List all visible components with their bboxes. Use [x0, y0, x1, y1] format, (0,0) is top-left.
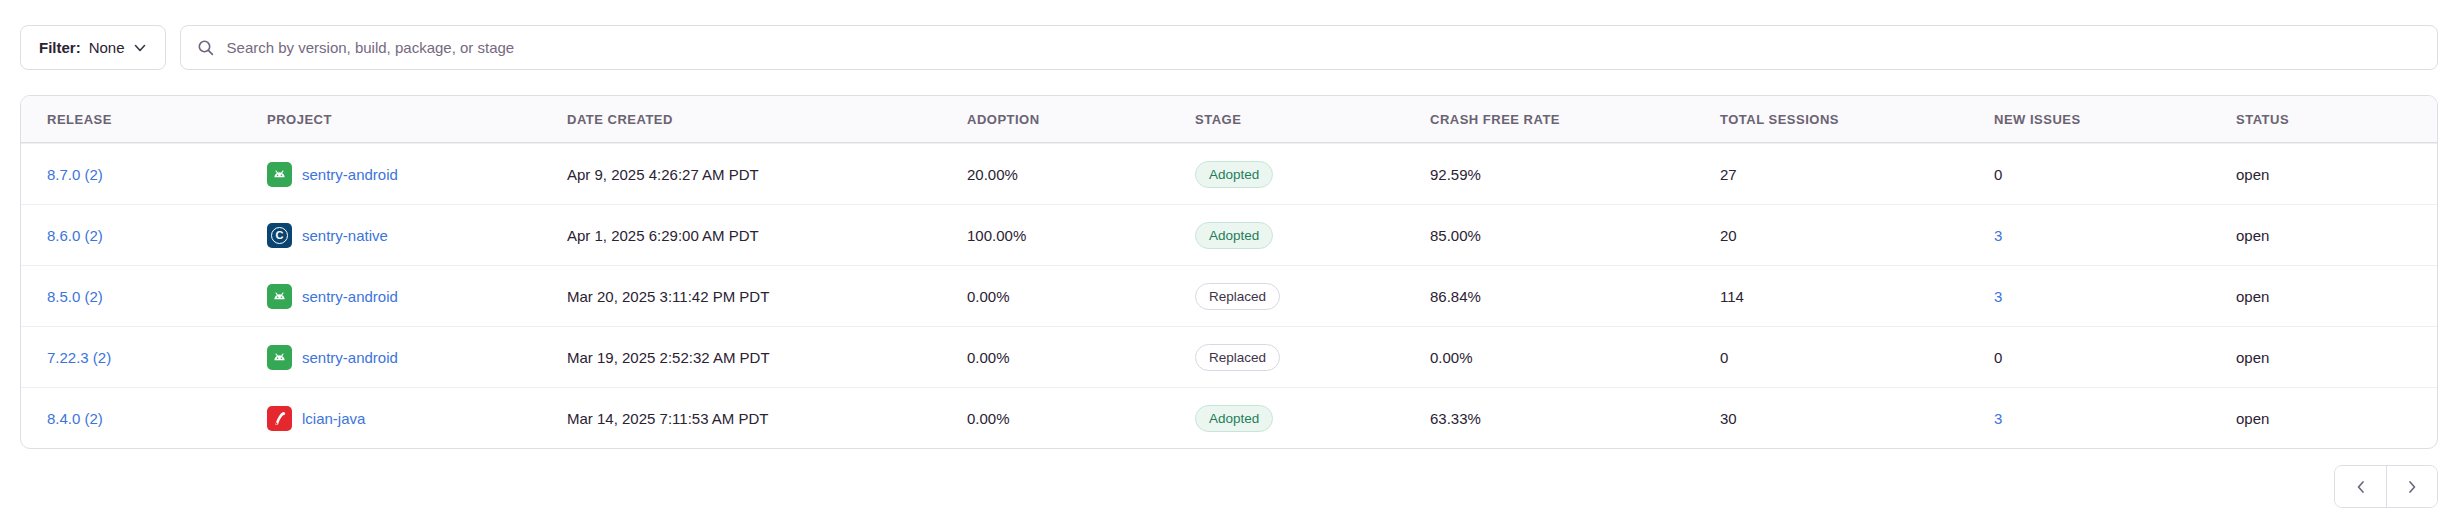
- table-row: 7.22.3 (2) sentry-android Mar 19, 2025 2…: [21, 326, 2437, 387]
- toolbar: Filter: None: [20, 25, 2438, 70]
- project-link[interactable]: sentry-android: [267, 284, 398, 309]
- total-sessions-value: 27: [1694, 166, 1968, 183]
- project-link[interactable]: sentry-android: [267, 162, 398, 187]
- project-link[interactable]: sentry-android: [267, 345, 398, 370]
- date-created: Apr 1, 2025 6:29:00 AM PDT: [541, 227, 941, 244]
- crash-free-rate-value: 86.84%: [1404, 288, 1694, 305]
- column-header-stage: Stage: [1169, 112, 1404, 127]
- status-value: open: [2210, 288, 2437, 305]
- new-issues-count: 0: [1994, 349, 2002, 366]
- column-header-release: Release: [21, 112, 241, 127]
- total-sessions-value: 30: [1694, 410, 1968, 427]
- new-issues-link[interactable]: 3: [1994, 288, 2002, 305]
- column-header-crash-free-rate: Crash Free Rate: [1404, 112, 1694, 127]
- column-header-status: Status: [2210, 112, 2437, 127]
- filter-label: Filter:: [39, 39, 81, 56]
- chevron-down-icon: [133, 41, 147, 55]
- project-name: sentry-native: [302, 227, 388, 244]
- java-icon: [267, 406, 292, 431]
- new-issues-link[interactable]: 3: [1994, 227, 2002, 244]
- android-icon: [267, 345, 292, 370]
- crash-free-rate-value: 85.00%: [1404, 227, 1694, 244]
- release-link[interactable]: 8.7.0 (2): [47, 166, 103, 183]
- project-name: lcian-java: [302, 410, 365, 427]
- new-issues-count: 0: [1994, 166, 2002, 183]
- search-bar: [180, 25, 2438, 70]
- status-value: open: [2210, 166, 2437, 183]
- stage-badge: Replaced: [1195, 344, 1280, 371]
- date-created: Mar 19, 2025 2:52:32 AM PDT: [541, 349, 941, 366]
- column-header-date-created: Date Created: [541, 112, 941, 127]
- adoption-value: 100.00%: [941, 227, 1169, 244]
- releases-table: Release Project Date Created Adoption St…: [20, 95, 2438, 449]
- new-issues-link[interactable]: 3: [1994, 410, 2002, 427]
- date-created: Apr 9, 2025 4:26:27 AM PDT: [541, 166, 941, 183]
- project-name: sentry-android: [302, 288, 398, 305]
- release-link[interactable]: 8.4.0 (2): [47, 410, 103, 427]
- adoption-value: 0.00%: [941, 410, 1169, 427]
- search-icon: [197, 39, 215, 57]
- stage-badge: Replaced: [1195, 283, 1280, 310]
- android-icon: [267, 162, 292, 187]
- project-name: sentry-android: [302, 166, 398, 183]
- table-row: 8.4.0 (2) lcian-java Mar 14, 2025 7:11:5…: [21, 387, 2437, 448]
- project-name: sentry-android: [302, 349, 398, 366]
- release-link[interactable]: 8.6.0 (2): [47, 227, 103, 244]
- crash-free-rate-value: 0.00%: [1404, 349, 1694, 366]
- c-language-icon: C: [267, 223, 292, 248]
- release-link[interactable]: 7.22.3 (2): [47, 349, 111, 366]
- status-value: open: [2210, 349, 2437, 366]
- column-header-new-issues: New Issues: [1968, 112, 2210, 127]
- date-created: Mar 14, 2025 7:11:53 AM PDT: [541, 410, 941, 427]
- release-link[interactable]: 8.5.0 (2): [47, 288, 103, 305]
- chevron-right-icon: [2404, 479, 2420, 495]
- table-header-row: Release Project Date Created Adoption St…: [21, 96, 2437, 143]
- project-link[interactable]: C sentry-native: [267, 223, 388, 248]
- adoption-value: 20.00%: [941, 166, 1169, 183]
- date-created: Mar 20, 2025 3:11:42 PM PDT: [541, 288, 941, 305]
- table-row: 8.6.0 (2) C sentry-native Apr 1, 2025 6:…: [21, 204, 2437, 265]
- stage-badge: Adopted: [1195, 222, 1273, 249]
- search-input[interactable]: [227, 39, 2421, 56]
- status-value: open: [2210, 410, 2437, 427]
- next-page-button[interactable]: [2386, 466, 2437, 507]
- status-value: open: [2210, 227, 2437, 244]
- previous-page-button[interactable]: [2335, 466, 2386, 507]
- total-sessions-value: 20: [1694, 227, 1968, 244]
- crash-free-rate-value: 63.33%: [1404, 410, 1694, 427]
- column-header-total-sessions: Total Sessions: [1694, 112, 1968, 127]
- chevron-left-icon: [2353, 479, 2369, 495]
- column-header-adoption: Adoption: [941, 112, 1169, 127]
- adoption-value: 0.00%: [941, 349, 1169, 366]
- stage-badge: Adopted: [1195, 405, 1273, 432]
- total-sessions-value: 0: [1694, 349, 1968, 366]
- project-link[interactable]: lcian-java: [267, 406, 365, 431]
- total-sessions-value: 114: [1694, 288, 1968, 305]
- filter-button[interactable]: Filter: None: [20, 25, 166, 70]
- table-row: 8.7.0 (2) sentry-android Apr 9, 2025 4:2…: [21, 143, 2437, 204]
- stage-badge: Adopted: [1195, 161, 1273, 188]
- filter-value: None: [89, 39, 125, 56]
- adoption-value: 0.00%: [941, 288, 1169, 305]
- pagination: [2334, 465, 2438, 508]
- android-icon: [267, 284, 292, 309]
- crash-free-rate-value: 92.59%: [1404, 166, 1694, 183]
- table-row: 8.5.0 (2) sentry-android Mar 20, 2025 3:…: [21, 265, 2437, 326]
- column-header-project: Project: [241, 112, 541, 127]
